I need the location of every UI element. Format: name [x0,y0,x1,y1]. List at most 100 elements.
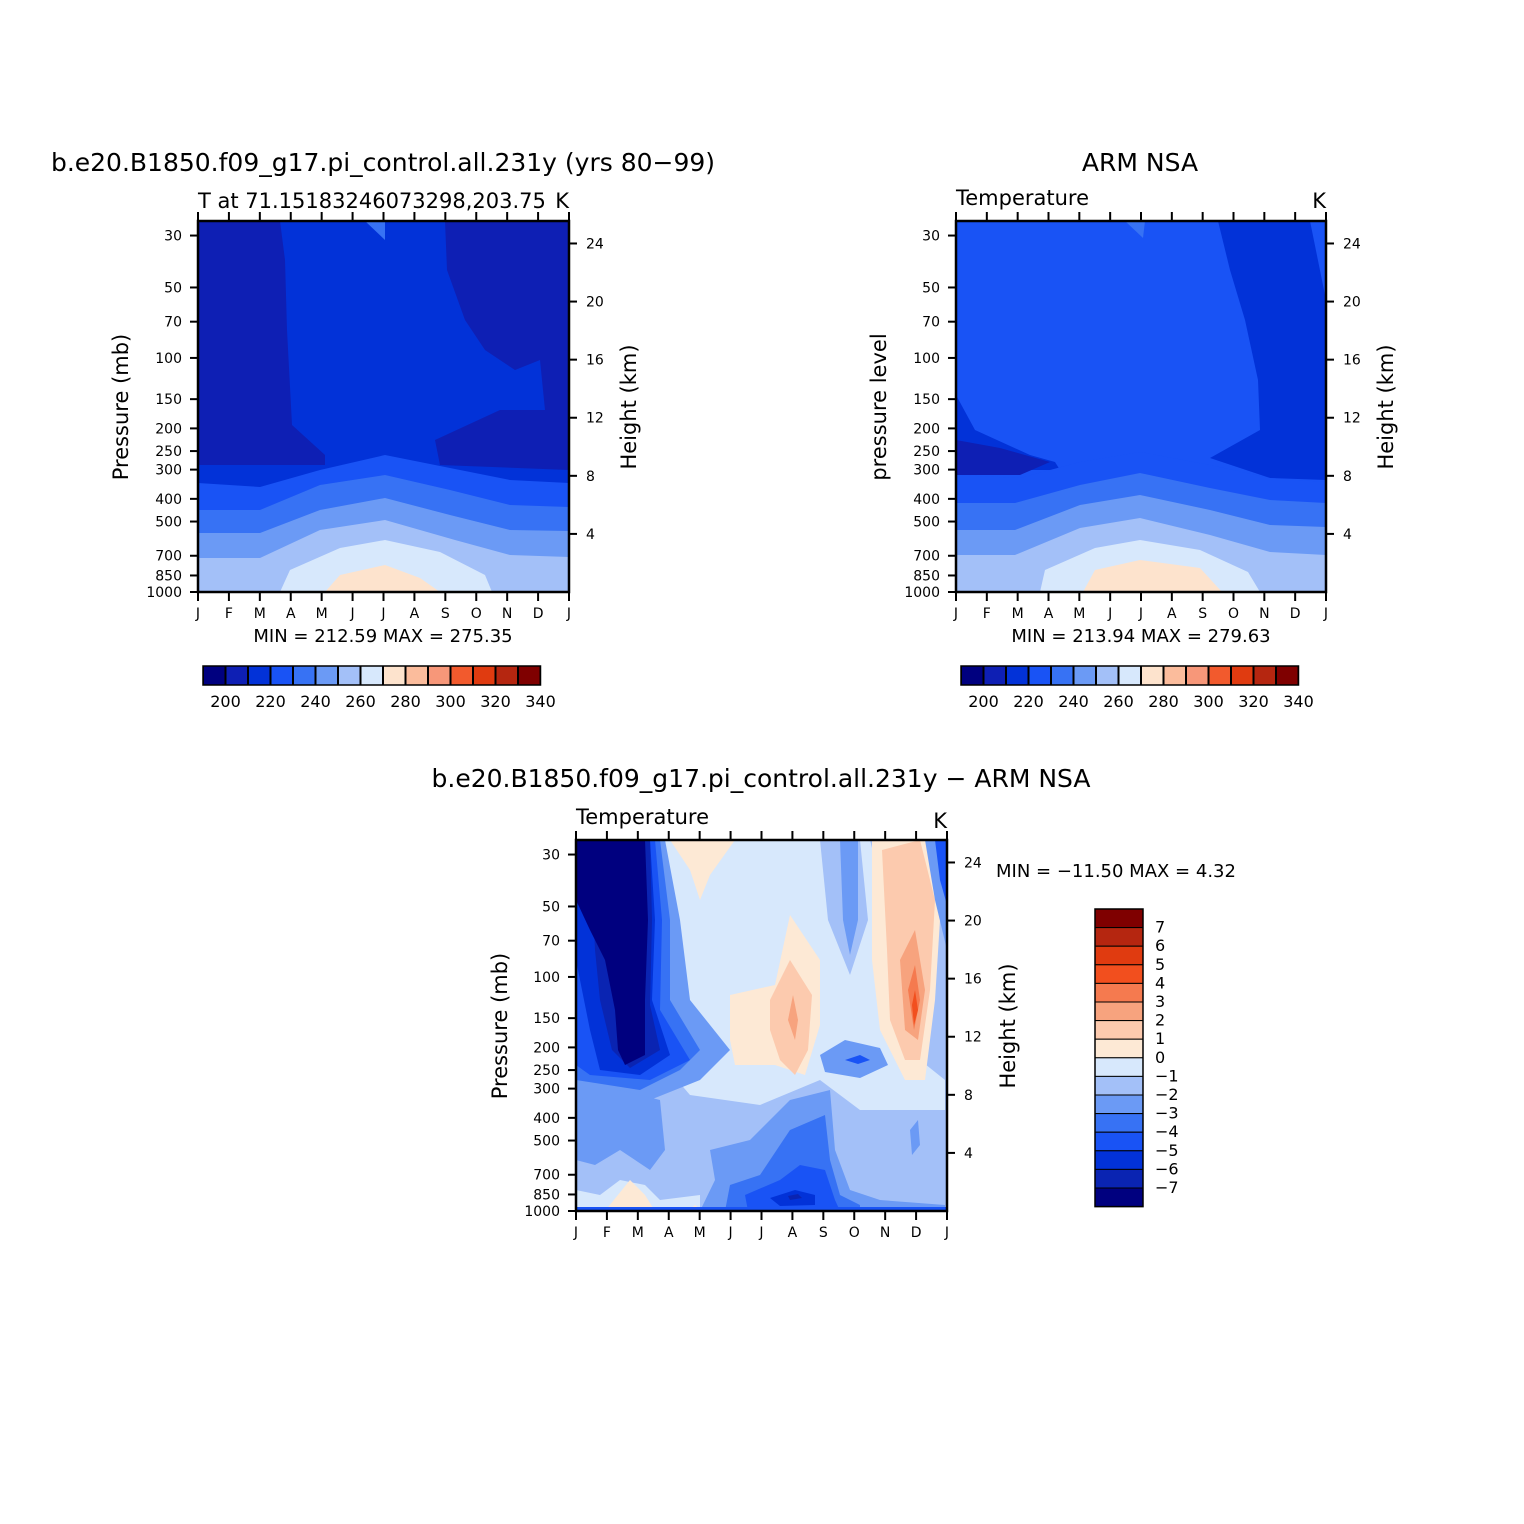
pressure-tick-label: 100 [155,351,182,367]
colorbar-box [1028,665,1051,686]
colorbar-box [1094,964,1144,984]
month-tick-label: F [225,606,233,622]
month-tick-label: J [1138,606,1143,622]
height-tick-label: 20 [1343,295,1361,311]
month-tick-label: J [566,606,571,622]
colorbar-label: 280 [390,692,421,711]
pressure-tick-label: 700 [913,549,940,565]
height-tick-label: 4 [1343,527,1352,543]
colorbar-box [1094,1038,1144,1059]
panel-obs-units: K [1312,189,1327,213]
colorbar-box [1231,665,1254,686]
height-tick-label: 16 [964,972,982,988]
colorbar-box [338,665,361,686]
panel-diff-y-label: Pressure (mb) [488,953,512,1100]
pressure-tick-label: 250 [913,444,940,460]
colorbar-box [360,665,383,686]
pressure-tick-label: 1000 [524,1204,560,1220]
pressure-tick-label: 400 [533,1111,560,1127]
pressure-tick-label: 1000 [904,585,940,601]
month-tick-label: S [441,606,450,622]
panel-obs-colorbar: 200 220 240 260 280 300 320 340 [960,665,1314,711]
height-tick-label: 24 [964,855,982,871]
pressure-tick-label: 150 [533,1011,560,1027]
month-tick-label: A [1167,606,1177,622]
contour-fill [1083,560,1222,592]
pressure-tick-label: 200 [533,1040,560,1056]
pressure-tick-label: 200 [155,421,182,437]
colorbar-box [1276,665,1299,686]
month-tick-label: D [1290,606,1301,622]
month-tick-label: O [1228,606,1239,622]
colorbar-box [1094,1094,1144,1115]
month-tick-label: A [410,606,420,622]
colorbar-box [1094,1057,1144,1077]
pressure-tick-label: 100 [533,970,560,986]
colorbar-label: 340 [1283,692,1314,711]
pressure-tick-label: 850 [155,568,182,584]
contour-fill [788,995,798,1040]
colorbar-label: 280 [1148,692,1179,711]
colorbar-box [473,665,496,686]
contour-fill [198,221,325,465]
contour-fill [670,840,735,900]
colorbar-label: 340 [525,692,556,711]
month-tick-label: S [1198,606,1207,622]
month-tick-label: J [758,1225,763,1241]
panel-model-y-label: Pressure (mb) [109,334,133,481]
month-tick-label: M [632,1225,644,1241]
month-tick-label: D [533,606,544,622]
colorbar-label: 220 [255,692,286,711]
pressure-tick-label: 500 [533,1134,560,1150]
colorbar-label: −6 [1155,1159,1179,1178]
colorbar-box [270,665,293,686]
colorbar-box [405,665,428,686]
contour-fill [1125,221,1145,238]
colorbar-label: −5 [1155,1141,1179,1160]
colorbar-box [1094,945,1144,966]
pressure-tick-label: 70 [164,315,182,331]
panel-obs-left-string: Temperature [955,186,1089,210]
colorbar-box [1094,927,1144,947]
height-tick-label: 24 [586,236,604,252]
contour-fill [840,840,858,955]
contour-fill [912,990,918,1025]
contour-fill [788,1194,802,1200]
month-tick-label: A [664,1225,674,1241]
height-tick-label: 8 [1343,469,1352,485]
month-tick-label: J [953,606,958,622]
pressure-tick-label: 250 [155,444,182,460]
panel-model-contours [198,221,569,592]
panel-model-y-label-right: Height (km) [617,344,641,469]
pressure-tick-label: 30 [922,229,940,245]
colorbar-label: 260 [1103,692,1134,711]
pressure-tick-label: 400 [913,492,940,508]
colorbar-label: 240 [300,692,331,711]
colorbar-box [1163,665,1186,686]
panel-model: b.e20.B1850.f09_g17.pi_control.all.231y … [51,148,715,711]
colorbar-outline [202,665,542,686]
height-tick-label: 20 [586,295,604,311]
colorbar-label: 320 [480,692,511,711]
colorbar-box [428,665,451,686]
panel-model-colorbar: 200 220 240 260 280 300 320 340 [202,665,556,711]
colorbar-box [1073,665,1096,686]
pressure-tick-label: 100 [913,351,940,367]
pressure-tick-label: 1000 [146,585,182,601]
colorbar-label: 5 [1155,955,1165,974]
contour-fill [935,840,947,905]
month-tick-label: J [1107,606,1112,622]
height-tick-label: 12 [586,411,604,427]
panel-diff-stats: MIN = −11.50 MAX = 4.32 [996,861,1236,882]
month-tick-label: N [880,1225,890,1241]
panel-obs-contours [956,221,1326,592]
colorbar-label: −4 [1155,1122,1179,1141]
month-tick-label: O [849,1225,860,1241]
month-tick-label: J [728,1225,733,1241]
month-tick-label: O [471,606,482,622]
colorbar-label: −3 [1155,1104,1179,1123]
month-tick-label: J [350,606,355,622]
